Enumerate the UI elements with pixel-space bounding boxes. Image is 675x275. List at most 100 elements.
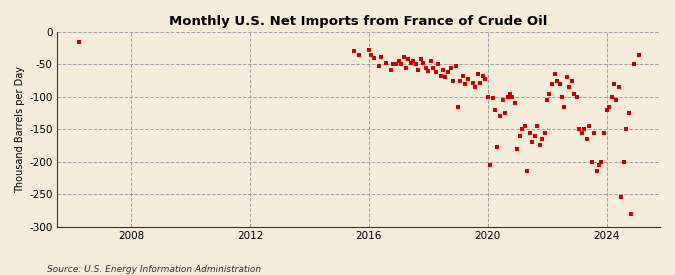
Point [606,95,617,99]
Point [403,57,414,61]
Point [440,75,451,79]
Point [514,134,525,138]
Point [633,53,644,57]
Point [517,127,528,131]
Point [369,56,379,60]
Point [574,127,585,131]
Point [74,40,84,44]
Point [628,62,639,67]
Point [572,95,583,99]
Point [502,95,513,99]
Point [462,76,473,81]
Point [423,69,433,73]
Point [385,67,396,72]
Point [354,53,364,57]
Point [566,78,577,83]
Point [472,72,483,76]
Point [413,67,424,72]
Point [487,96,498,100]
Point [532,124,543,128]
Point [576,130,587,135]
Point [539,130,550,135]
Point [425,59,436,63]
Point [591,169,602,174]
Point [551,78,562,83]
Point [489,108,500,112]
Point [398,54,409,59]
Point [569,91,580,96]
Y-axis label: Thousand Barrels per Day: Thousand Barrels per Day [15,66,25,193]
Point [391,62,402,67]
Point [366,53,377,57]
Point [557,95,568,99]
Point [445,65,456,70]
Point [559,104,570,109]
Point [421,65,431,70]
Point [448,78,458,83]
Point [507,95,518,99]
Point [626,211,637,216]
Point [596,160,607,164]
Point [452,104,463,109]
Point [549,72,560,76]
Point [443,70,454,74]
Point [603,104,614,109]
Point [437,67,448,72]
Point [579,127,590,131]
Point [497,98,508,102]
Point [594,163,605,167]
Point [458,74,468,78]
Point [616,195,627,200]
Point [519,124,530,128]
Point [428,65,439,70]
Point [410,62,421,67]
Point [400,65,411,70]
Point [544,91,555,96]
Point [475,80,485,85]
Point [460,82,470,86]
Point [562,75,572,79]
Point [601,108,612,112]
Point [455,78,466,83]
Point [624,111,634,115]
Point [430,70,441,74]
Point [363,48,374,52]
Point [599,130,610,135]
Point [348,49,359,54]
Point [477,74,488,78]
Point [373,64,384,68]
Point [618,160,629,164]
Point [495,114,506,119]
Point [554,82,565,86]
Point [406,61,416,65]
Point [564,85,575,89]
Point [396,62,406,67]
Point [418,61,429,65]
Point [510,101,520,106]
Point [376,54,387,59]
Point [435,74,446,78]
Point [524,130,535,135]
Point [529,134,540,138]
Point [388,62,399,67]
Point [526,140,537,144]
Point [393,59,404,63]
Point [381,61,392,65]
Point [500,111,510,115]
Point [537,137,547,141]
Point [450,64,461,68]
Text: Source: U.S. Energy Information Administration: Source: U.S. Energy Information Administ… [47,265,261,274]
Title: Monthly U.S. Net Imports from France of Crude Oil: Monthly U.S. Net Imports from France of … [169,15,547,28]
Point [614,85,624,89]
Point [492,145,503,150]
Point [415,57,426,61]
Point [467,80,478,85]
Point [470,85,481,89]
Point [542,98,553,102]
Point [535,143,545,148]
Point [584,124,595,128]
Point [480,76,491,81]
Point [522,169,533,174]
Point [611,98,622,102]
Point [504,91,515,96]
